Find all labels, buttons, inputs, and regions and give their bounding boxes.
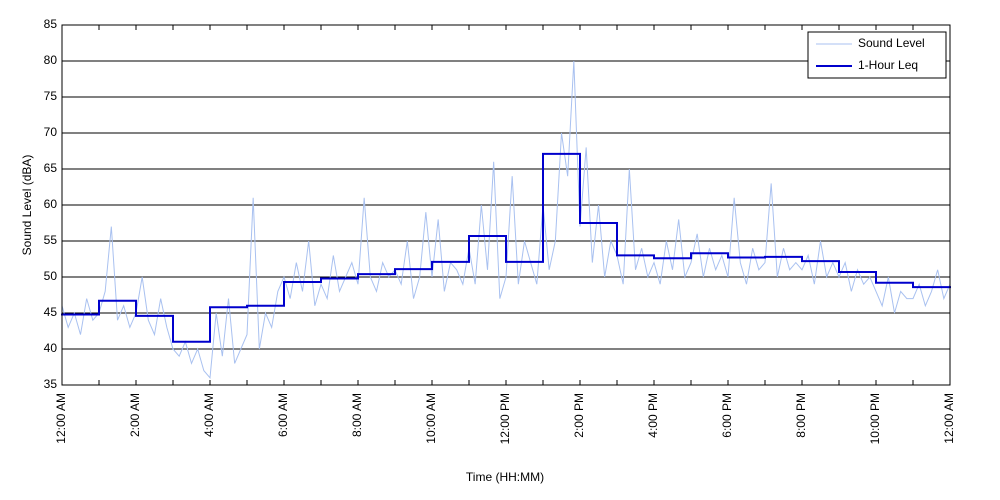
x-tick-label: 10:00 PM [868, 393, 882, 444]
sound-level-line [62, 60, 950, 380]
plot-border [61, 24, 951, 386]
x-tick-label: 6:00 PM [720, 393, 734, 438]
x-tick-label: 2:00 PM [572, 393, 586, 438]
y-tick-label: 75 [44, 89, 58, 103]
legend-box [807, 31, 947, 79]
legend-label: 1-Hour Leq [858, 58, 918, 72]
y-tick-label: 40 [44, 341, 58, 355]
x-axis-label: Time (HH:MM) [466, 470, 544, 484]
x-tick-label: 12:00 PM [498, 393, 512, 444]
x-tick-label: 4:00 PM [646, 393, 660, 438]
y-tick-label: 35 [44, 377, 58, 391]
y-tick-label: 55 [44, 233, 58, 247]
x-tick-label: 12:00 AM [942, 393, 956, 444]
x-tick-label: 10:00 AM [424, 393, 438, 444]
y-tick-label: 45 [44, 305, 58, 319]
y-tick-label: 60 [44, 197, 58, 211]
y-tick-label: 80 [44, 53, 58, 67]
y-tick-label: 50 [44, 269, 58, 283]
x-tick-label: 6:00 AM [276, 393, 290, 437]
x-tick-label: 2:00 AM [128, 393, 142, 437]
x-tick-label: 8:00 AM [350, 393, 364, 437]
y-tick-label: 65 [44, 161, 58, 175]
x-tick-label: 4:00 AM [202, 393, 216, 437]
legend-label: Sound Level [858, 36, 925, 50]
x-tick-label: 12:00 AM [54, 393, 68, 444]
y-tick-label: 85 [44, 17, 58, 31]
y-axis-label: Sound Level (dBA) [20, 155, 34, 256]
y-tick-label: 70 [44, 125, 58, 139]
x-tick-label: 8:00 PM [794, 393, 808, 438]
